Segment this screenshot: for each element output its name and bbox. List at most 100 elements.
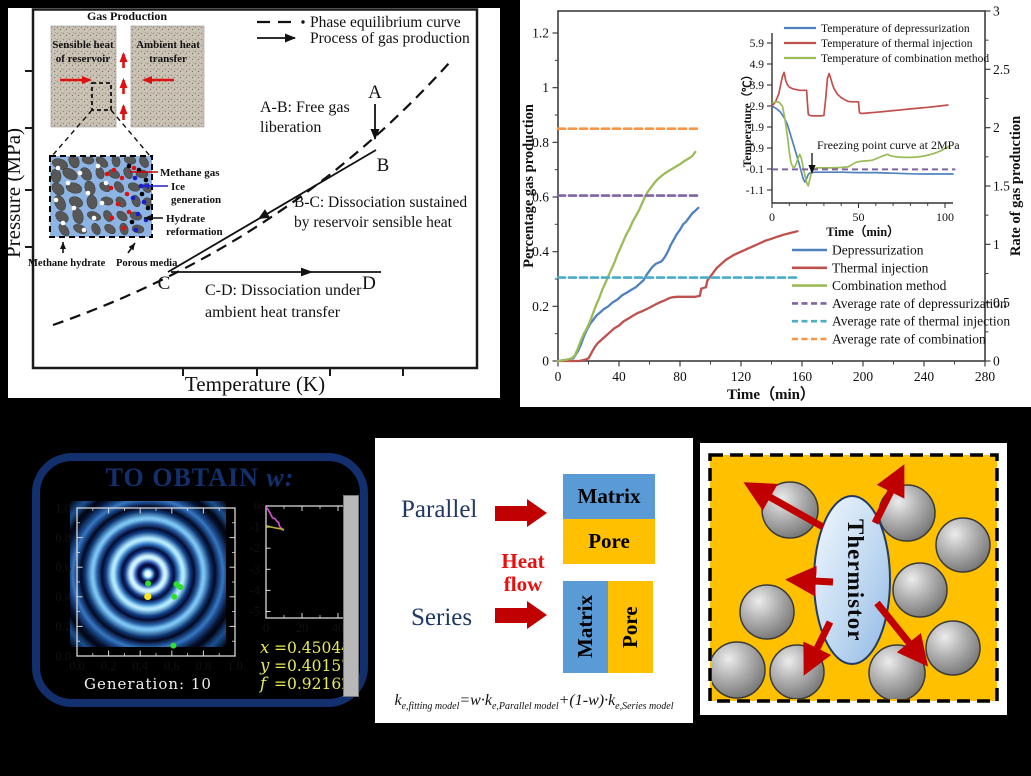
thermistor-diagram [708,453,999,703]
legend-dot [301,20,305,24]
label-sensible-heat-1: Sensible heat [52,39,114,51]
green-marker [171,593,178,600]
inset-y-tick-label: 4.9 [750,59,765,71]
fractal-y-tick-label: 0.2 [55,620,71,634]
dot [81,227,87,233]
dot [133,227,139,233]
label-methane-gas: Methane gas [160,167,220,179]
readout-f: f =0.92162 [260,675,351,693]
phase-x-axis-title: Temperature (K) [185,372,325,396]
heat-flow-label: Heat flow [487,550,559,596]
dot [129,219,135,225]
heat-flow-arrows [60,52,174,120]
grain [65,182,83,194]
fractal-x-tick-label: 0.6 [164,659,180,673]
annotation-bc-line2: by reservoir sensible heat [294,214,453,231]
heat-flow-models-panel: Parallel Matrix Pore Heat flow Series Ma… [375,438,693,723]
legend-label: Average rate of combination [832,332,986,347]
dot [121,225,127,231]
inset-y-tick-label: -0.1 [746,164,764,176]
x-tick-label: 80 [673,369,687,384]
label-ambient-heat-1: Ambient heat [136,39,200,51]
fractal-frame [76,507,236,657]
inset-x-tick-label: 50 [853,210,865,224]
parallel-matrix-block: Matrix [563,474,655,519]
scrollbar[interactable] [343,495,359,697]
zoom-connector-right [110,109,151,157]
fractal-x-tick-label: 0.2 [101,659,117,673]
readout-x: x =0.45044 [260,639,351,657]
left-tick-label: 0.2 [532,299,549,314]
grain [51,182,65,196]
grain [139,157,149,168]
dot [130,195,136,201]
left-tick-label: 0.4 [532,244,549,259]
grain [68,157,80,169]
pore-label-vertical: Pore [618,606,642,648]
left-tick-label: 0 [542,354,549,369]
annotation-ab-line1: A-B: Free gas [260,99,350,116]
porous-media-dots [53,163,151,233]
legend-label: Thermal injection [832,260,929,275]
formula-mid1: =w·k [459,692,492,709]
label-ice-1: Ice [171,181,185,193]
fractal-y-tick-label: 0.8 [55,531,71,545]
right-tick-label: 2.5 [993,62,1010,77]
right-tick-label: 3 [993,4,1000,19]
annotation-bc-line1: B-C: Dissociation sustained [294,194,467,211]
dot [91,215,97,221]
right-tick-label: 2 [993,120,1000,135]
y-axis-title-right: Rate of gas production [1008,116,1024,256]
inset-legend-label: Temperature of depressurization [821,23,970,35]
formula-k1: k [394,692,402,709]
x-tick-label: 200 [853,369,874,384]
point-c-label: C [158,273,171,294]
grain [86,194,98,210]
parallel-arrow-icon [495,499,547,527]
point-a-label: A [368,82,382,103]
convergence-y-tick-label: -3 [250,562,260,576]
left-tick-label: 1 [542,80,549,95]
convergence-x-tick-label: 0 [263,621,269,635]
dot [99,200,105,206]
fractal-x-tick-label: 1.0 [227,659,243,673]
dot [115,201,121,207]
dot [104,171,110,177]
grain [91,223,101,235]
heat-flow-line2: flow [503,572,543,596]
heat-flow-line1: Heat [501,549,545,573]
inset-x-tick-label: 100 [936,210,954,224]
diffraction-rings-image [70,501,226,647]
dot [95,163,101,169]
gas-production-chart-panel: 0 0.2 0.4 0.6 0.8 1 1.2 0 40 80 120 160 200 240 280 0 0.… [520,0,1031,407]
zoom-connector-left [51,109,93,157]
inset-title: Gas Production [87,9,167,23]
arrowhead-cd [301,267,313,277]
generation-counter: Generation: 10 [84,675,212,693]
matrix-label-vertical: Matrix [573,595,597,659]
annotation-ab-line2: liberation [260,119,321,136]
dot [143,177,149,183]
grain [104,223,116,235]
readout-y: y =0.40157 [260,657,351,675]
dot [119,175,125,181]
fractal-x-tick-label: 0.4 [132,659,148,673]
grain [81,157,95,165]
dot [132,175,138,181]
dot [77,170,83,176]
fractal-y-tick-label: 0.4 [55,590,71,604]
dot [131,165,137,171]
series-label: Series [411,604,473,631]
inset-y-tick-label: 5.9 [750,38,765,50]
legend-label: Average rate of depressurization [832,296,1007,311]
formula-sub3: e,Series model [615,701,674,713]
parallel-pore-block: Pore [563,519,655,564]
fractal-y-tick-label: 0.0 [55,649,71,663]
dot [135,211,141,217]
formula-sub2: e,Parallel model [491,701,559,713]
x-tick-label: 160 [792,369,813,384]
thermistor-panel: Thermistor [700,443,1007,715]
grain [116,210,128,222]
readout-y-var: y [260,656,270,675]
